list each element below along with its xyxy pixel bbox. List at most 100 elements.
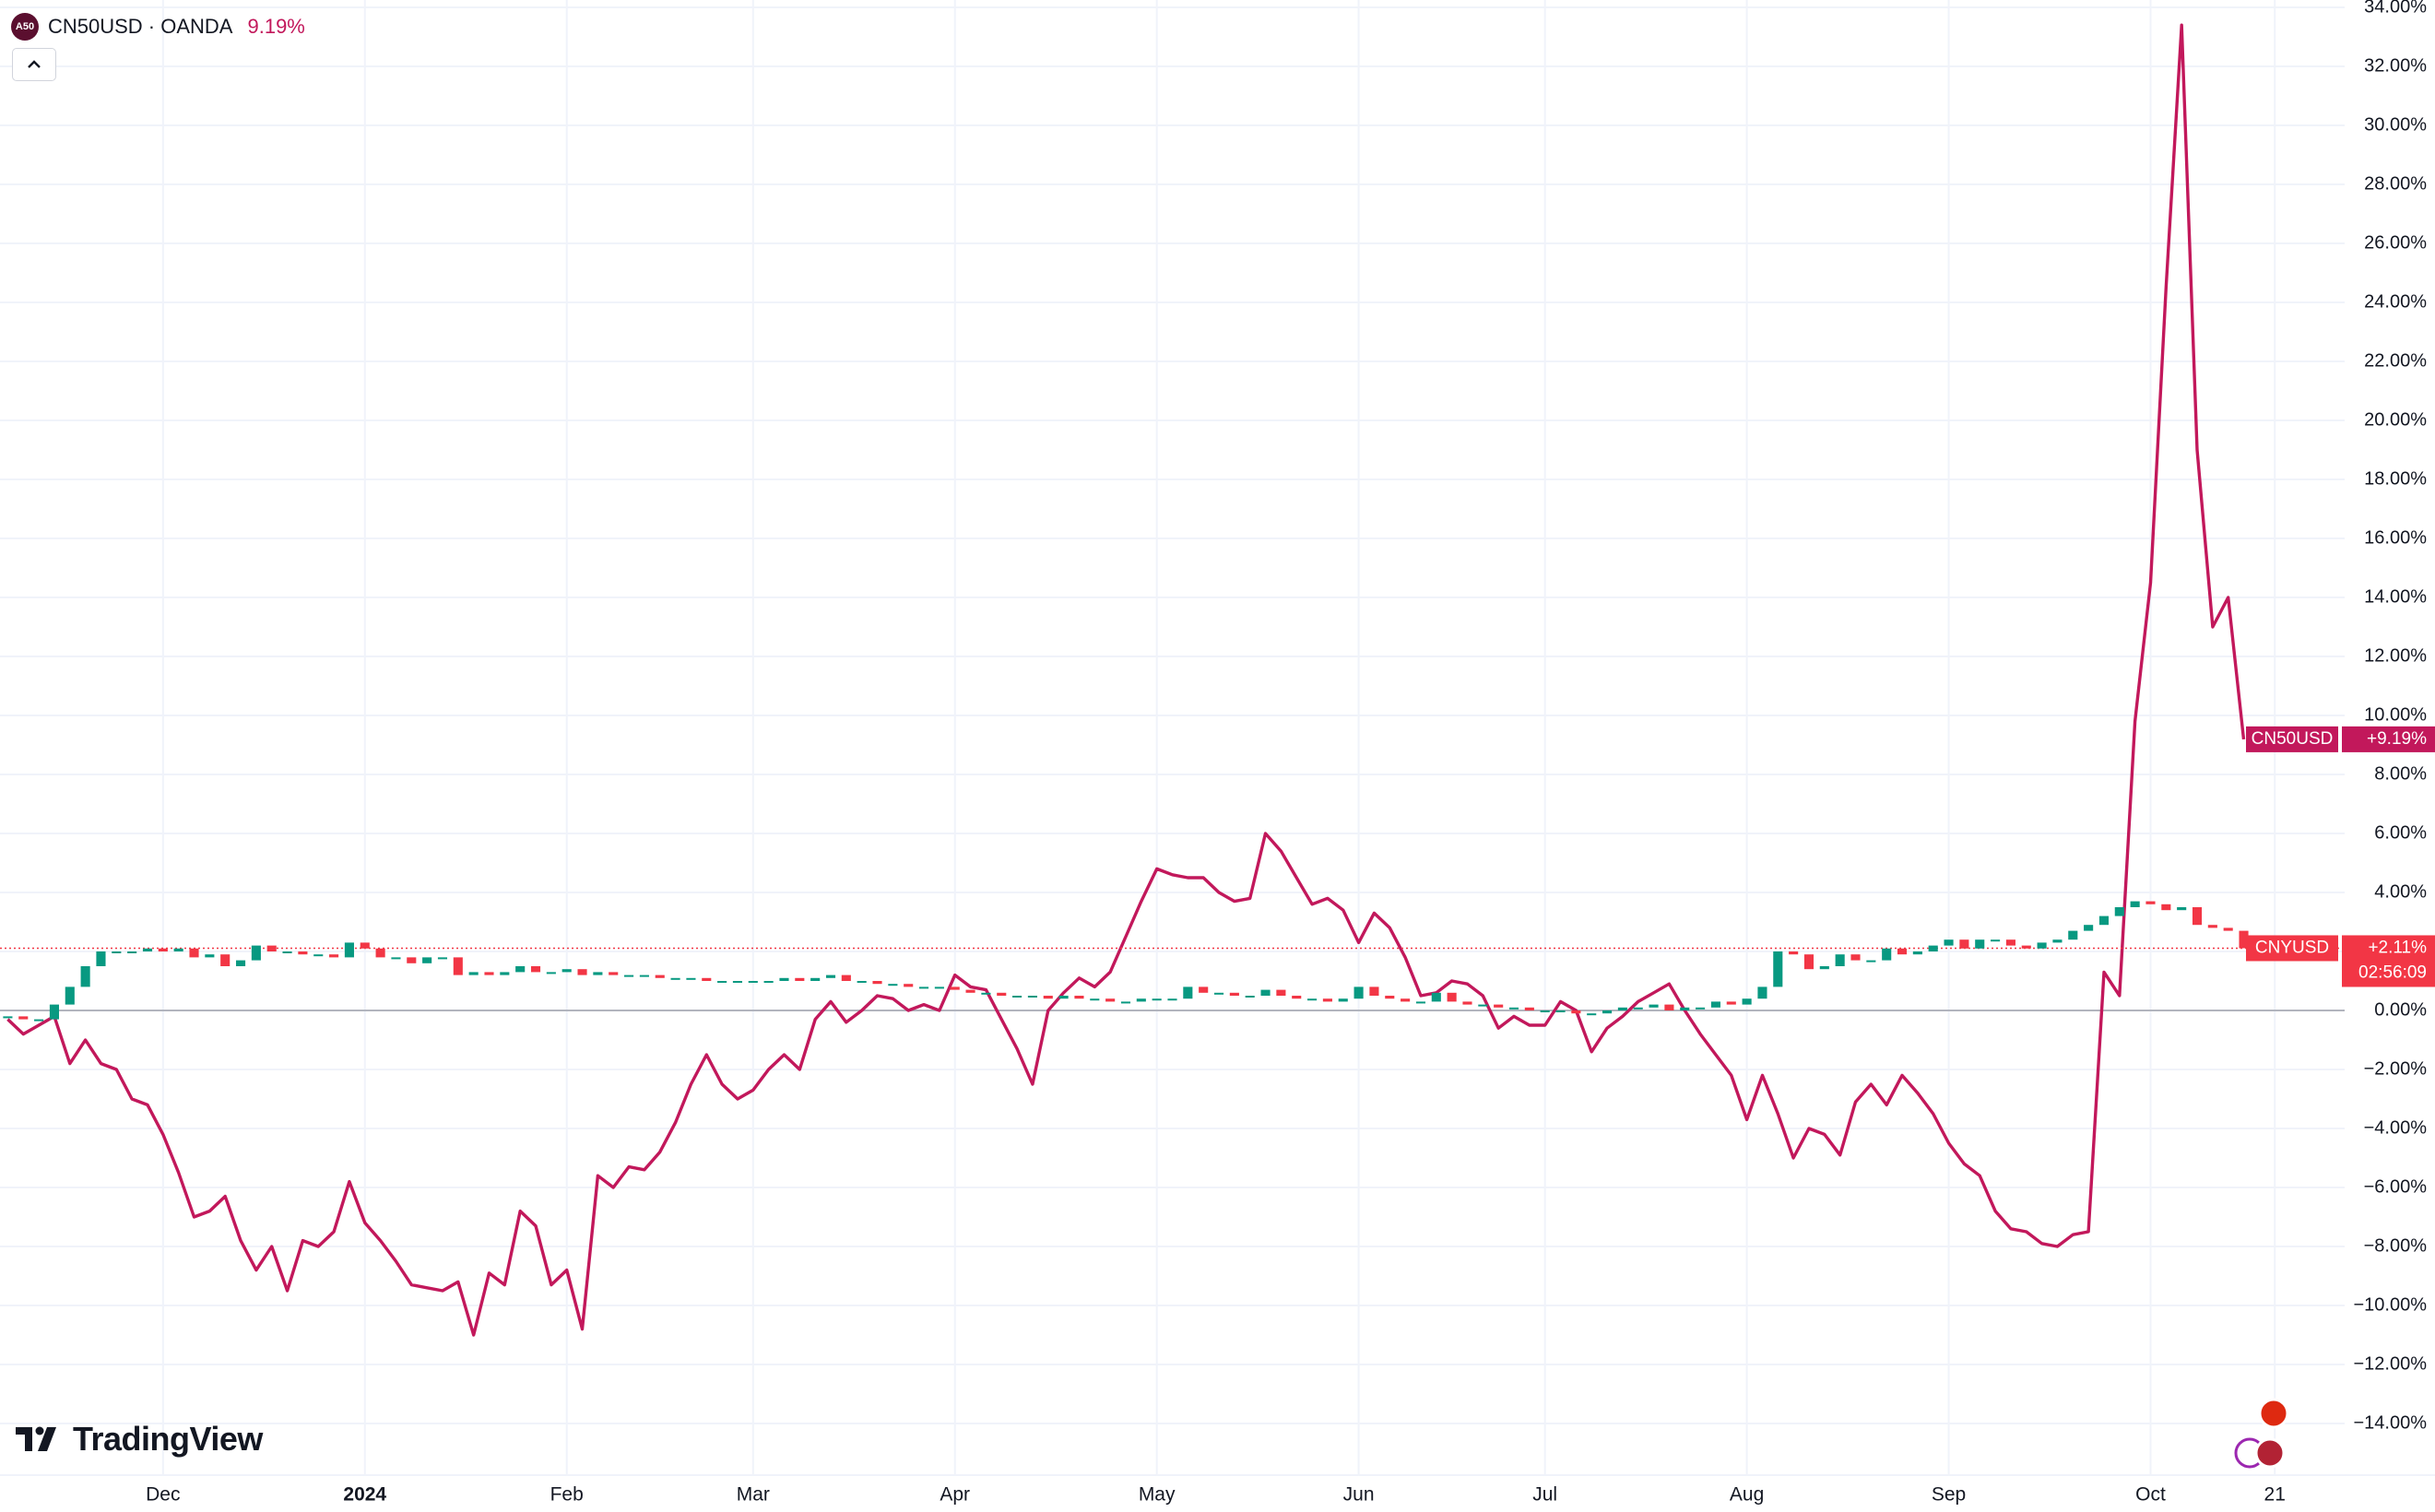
price-label-name: CNYUSD — [2255, 938, 2329, 957]
candle — [1773, 951, 1783, 987]
x-tick-label: 2024 — [343, 1484, 386, 1506]
y-tick-label: 22.00% — [2364, 350, 2427, 371]
candle — [763, 981, 774, 983]
candle — [624, 975, 634, 977]
candle — [1494, 1004, 1504, 1008]
candle — [80, 966, 90, 987]
x-tick-label: Jun — [1343, 1484, 1375, 1506]
x-tick-label: Sep — [1932, 1484, 1966, 1506]
candle — [1602, 1010, 1613, 1014]
candle — [1912, 951, 1922, 955]
collapse-button[interactable] — [12, 48, 56, 81]
y-tick-label: 12.00% — [2364, 645, 2427, 666]
candle — [918, 986, 929, 989]
price-label-value-box — [2342, 726, 2435, 752]
candle — [1696, 1007, 1706, 1010]
candle — [142, 948, 153, 951]
candle — [2037, 942, 2047, 949]
candle — [313, 954, 324, 957]
candle — [1012, 996, 1022, 998]
candle — [1819, 966, 1829, 970]
candle — [2192, 907, 2203, 926]
candle — [841, 975, 851, 981]
candle — [1975, 939, 1985, 949]
candle — [1757, 986, 1767, 999]
x-tick-label: Dec — [146, 1484, 180, 1506]
y-tick-label: −8.00% — [2364, 1235, 2428, 1256]
candle — [639, 975, 649, 977]
candle — [2084, 925, 2094, 931]
candle — [112, 951, 122, 953]
x-tick-label: Oct — [2135, 1484, 2166, 1506]
candle — [2239, 930, 2249, 949]
candle — [1897, 948, 1908, 955]
candle — [2223, 927, 2233, 931]
candle — [1292, 996, 1302, 999]
candle — [1789, 951, 1799, 955]
y-tick-label: 14.00% — [2364, 586, 2427, 607]
candle — [1385, 996, 1395, 999]
candle — [1136, 998, 1146, 1002]
candle — [251, 945, 261, 961]
candle — [2145, 901, 2156, 904]
x-tick-label: Feb — [550, 1484, 584, 1506]
candle — [561, 969, 572, 973]
y-tick-label: −12.00% — [2353, 1353, 2427, 1374]
logo-mark — [16, 1426, 56, 1451]
candle — [702, 977, 712, 981]
candle — [593, 972, 603, 975]
candle — [2114, 907, 2124, 916]
candle — [1167, 998, 1177, 1001]
candle — [1649, 1004, 1659, 1008]
candle — [934, 986, 944, 989]
candle — [18, 1016, 29, 1020]
candle — [344, 942, 354, 958]
candle — [857, 981, 867, 983]
candle — [1183, 986, 1193, 999]
candle — [1587, 1013, 1597, 1016]
candle — [360, 942, 370, 949]
candle — [1508, 1007, 1519, 1010]
candle — [1276, 989, 1286, 996]
x-tick-label: 21 — [2264, 1484, 2286, 1506]
symbol-name[interactable]: CN50USD · OANDA — [48, 15, 233, 38]
candle — [1478, 1004, 1488, 1007]
candle — [1882, 948, 1892, 961]
candle — [2207, 925, 2217, 928]
candle — [1415, 1001, 1426, 1004]
y-tick-label: 0.00% — [2374, 999, 2427, 1020]
candle — [732, 981, 743, 983]
candle — [1850, 954, 1861, 961]
candle — [1338, 998, 1348, 1002]
y-tick-label: 16.00% — [2364, 527, 2427, 548]
candle — [2177, 907, 2187, 911]
price-label-name-box — [2246, 726, 2338, 752]
price-label-countdown: 02:56:09 — [2358, 963, 2427, 982]
candle — [810, 977, 821, 981]
flag-badge — [2258, 1398, 2289, 1429]
candle — [3, 1016, 13, 1019]
candle — [205, 954, 215, 958]
candle — [1710, 1001, 1720, 1008]
candle — [1322, 998, 1332, 1002]
candle — [282, 951, 292, 953]
candle — [1835, 954, 1845, 966]
candle — [1213, 992, 1224, 995]
candle — [484, 972, 494, 975]
candle — [2161, 904, 2171, 911]
candle — [173, 948, 183, 951]
candle — [950, 986, 960, 990]
candle — [220, 954, 230, 966]
candle — [1199, 986, 1209, 993]
candle — [795, 977, 805, 981]
logo[interactable]: TradingView — [16, 1420, 263, 1459]
price-label-name-box — [2246, 935, 2338, 962]
candle — [96, 951, 106, 966]
price-label-value: +9.19% — [2367, 729, 2427, 749]
candle — [1680, 1007, 1690, 1010]
symbol-icon: A50 — [11, 13, 39, 41]
candle — [437, 957, 448, 960]
y-tick-label: 6.00% — [2374, 822, 2427, 843]
candle — [1260, 989, 1271, 996]
